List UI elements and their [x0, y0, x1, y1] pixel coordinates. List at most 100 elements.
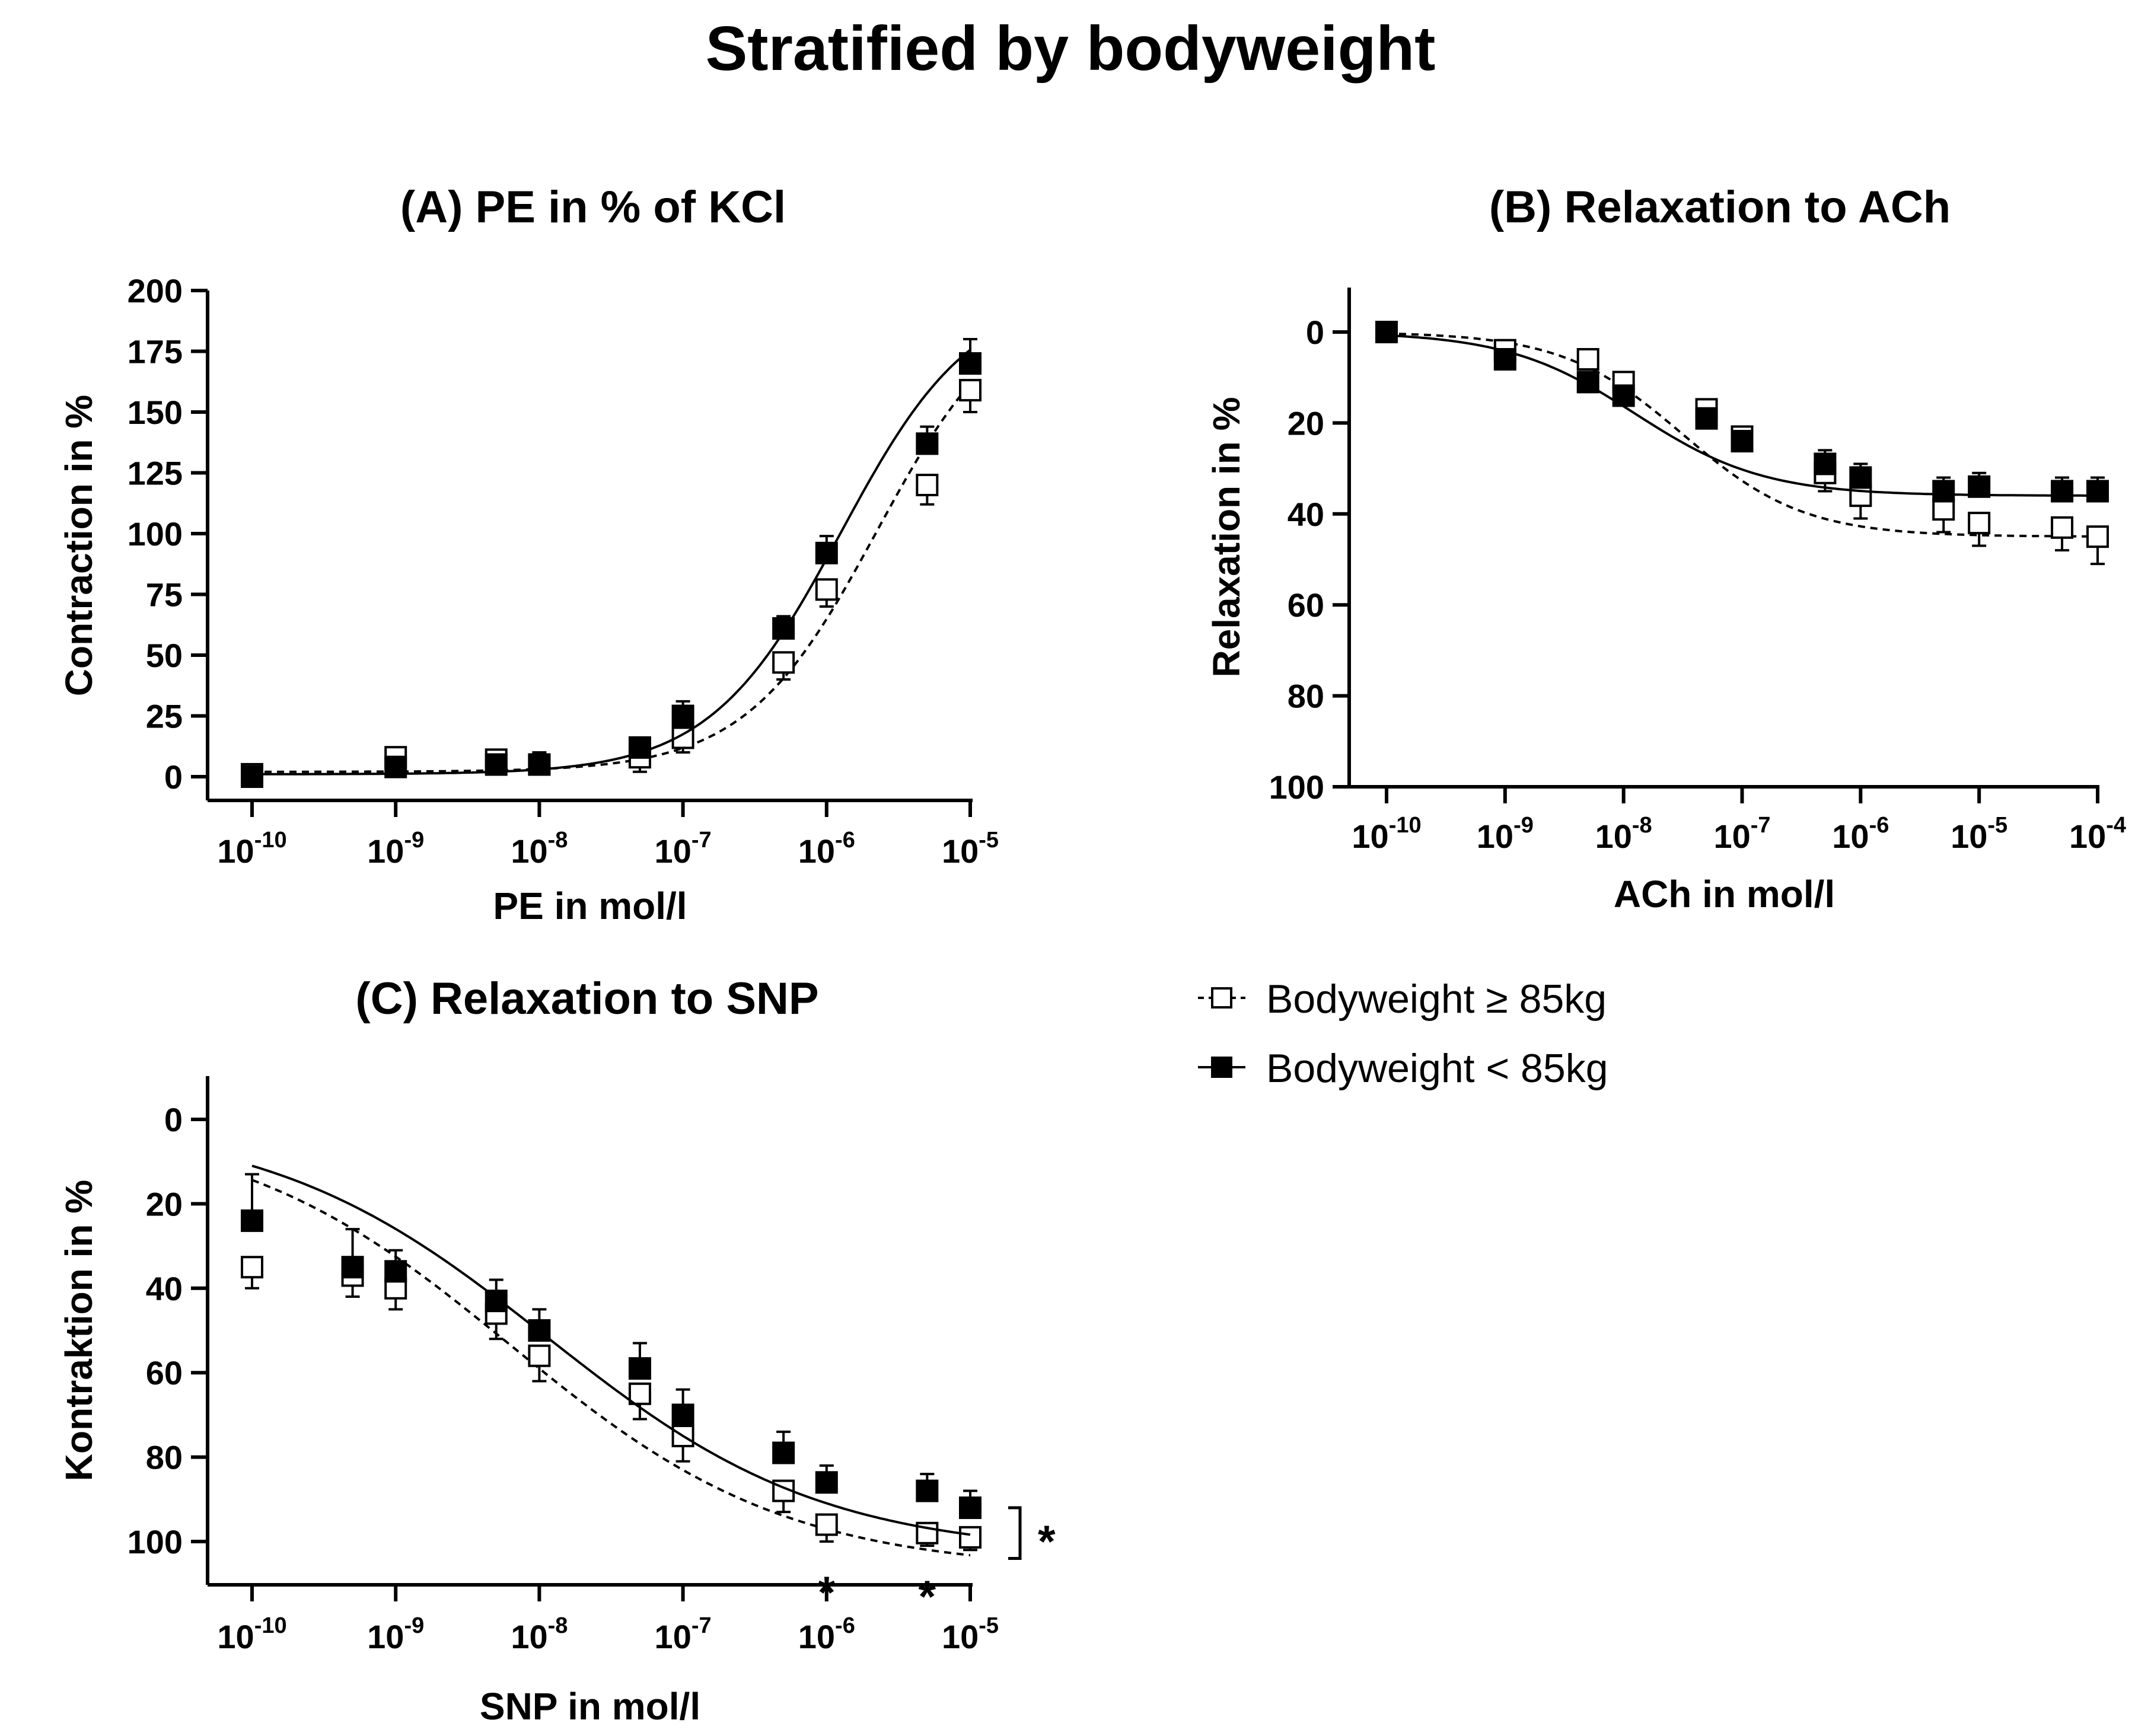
y-tick-label: 20	[146, 1185, 183, 1223]
legend-label-light: Bodyweight < 85kg	[1266, 1046, 1608, 1091]
data-point-open	[959, 1526, 982, 1549]
x-tick-label: 10-9	[367, 828, 424, 870]
data-point-filled	[916, 1479, 939, 1502]
data-point-filled	[241, 1209, 263, 1232]
legend-item-light: Bodyweight < 85kg	[1198, 1046, 1608, 1091]
x-axis-label: ACh in mol/l	[1614, 873, 1835, 915]
data-point-filled	[671, 704, 694, 727]
y-tick-label: 100	[128, 515, 183, 553]
y-tick-label: 20	[1288, 404, 1324, 442]
x-axis-label: PE in mol/l	[493, 885, 687, 927]
x-tick-label: 10-5	[1951, 813, 2007, 855]
data-point-open	[959, 379, 982, 402]
data-point-filled	[384, 755, 407, 778]
x-tick-label: 10-7	[655, 828, 712, 870]
panel-c-chart: (C) Relaxation to SNP SNP in mol/l Kontrak…	[58, 974, 1056, 1728]
data-point-filled	[1731, 430, 1754, 453]
legend: Bodyweight ≥ 85kg Bodyweight < 85kg	[1198, 976, 1608, 1091]
data-point-open	[1576, 348, 1599, 371]
x-tick-label: 10-5	[942, 1613, 999, 1655]
data-point-filled	[1576, 371, 1599, 394]
significance-star: *	[1038, 1517, 1056, 1567]
y-axis-label: Kontraktion in %	[58, 1180, 100, 1481]
y-tick-label: 150	[128, 394, 183, 431]
data-point-filled	[384, 1260, 407, 1283]
x-tick-label: 10-7	[1713, 813, 1770, 855]
y-tick-label: 75	[146, 576, 183, 614]
significance-star: *	[919, 1572, 936, 1622]
x-tick-label: 10-10	[217, 828, 286, 870]
x-tick-label: 10-6	[1832, 813, 1889, 855]
y-tick-label: 60	[146, 1354, 183, 1392]
x-tick-label: 10-8	[1595, 813, 1652, 855]
legend-filled-square-icon	[1211, 1057, 1232, 1078]
y-tick-label: 0	[164, 758, 183, 796]
data-point-filled	[528, 1319, 551, 1342]
data-point-filled	[959, 1496, 982, 1520]
x-tick-label: 10-6	[798, 828, 855, 870]
y-tick-label: 50	[146, 637, 183, 674]
data-point-open	[2086, 525, 2109, 548]
y-tick-label: 80	[1288, 678, 1324, 715]
x-tick-label: 10-10	[1352, 813, 1421, 855]
fit-curve-dashed	[252, 383, 971, 773]
fit-curve-solid	[251, 1164, 971, 1536]
figure-title: Stratified by bodyweight	[706, 14, 1436, 84]
data-point-open	[772, 651, 795, 674]
data-point-filled	[916, 432, 939, 455]
panel-c-title: (C) Relaxation to SNP	[355, 974, 818, 1024]
data-point-filled	[1493, 348, 1516, 371]
x-tick-label: 10-9	[1477, 813, 1534, 855]
fit-curve-solid	[1386, 334, 2098, 497]
data-point-filled	[241, 765, 263, 788]
data-point-open	[628, 1382, 651, 1405]
data-point-open	[528, 1344, 551, 1367]
data-point-open	[1968, 512, 1991, 535]
x-tick-label: 10-8	[511, 1613, 568, 1655]
x-tick-label: 10-7	[655, 1613, 712, 1655]
legend-open-square-icon	[1211, 987, 1232, 1009]
data-point-filled	[1612, 384, 1635, 407]
x-axis-label: SNP in mol/l	[480, 1685, 700, 1728]
y-tick-label: 100	[1269, 768, 1324, 806]
x-tick-label: 10-6	[798, 1613, 855, 1655]
y-tick-label: 60	[1288, 586, 1324, 624]
x-tick-label: 10-8	[511, 828, 568, 870]
data-point-filled	[2086, 480, 2109, 503]
y-tick-label: 0	[1306, 314, 1324, 351]
panel-b-title: (B) Relaxation to ACh	[1489, 182, 1951, 232]
y-tick-label: 0	[164, 1101, 183, 1138]
x-tick-label: 10-9	[367, 1613, 424, 1655]
y-tick-label: 100	[128, 1523, 183, 1561]
legend-item-heavy: Bodyweight ≥ 85kg	[1198, 976, 1607, 1022]
data-point-filled	[1849, 466, 1872, 489]
data-point-open	[916, 474, 939, 496]
y-tick-label: 25	[146, 698, 183, 735]
panel-a-title: (A) PE in % of KCl	[400, 182, 786, 232]
data-point-filled	[2051, 480, 2074, 503]
y-tick-label: 125	[128, 455, 183, 492]
fit-curve-solid	[252, 349, 971, 776]
x-tick-label: 10-10	[217, 1613, 286, 1655]
data-point-filled	[628, 736, 651, 759]
data-point-filled	[485, 1290, 508, 1313]
significance-bracket	[1008, 1506, 1022, 1560]
significance-star: *	[818, 1568, 836, 1618]
data-point-filled	[485, 753, 508, 776]
y-tick-label: 40	[146, 1270, 183, 1307]
data-point-filled	[772, 1441, 795, 1464]
data-point-open	[815, 1513, 838, 1536]
panel-a-chart: (A) PE in % of KCl PE in mol/l Contraction…	[58, 182, 999, 927]
data-point-open	[815, 578, 838, 601]
y-tick-label: 80	[146, 1439, 183, 1476]
y-axis-label: Contraction in %	[58, 395, 100, 696]
data-point-filled	[815, 541, 838, 564]
x-tick-label: 10-4	[2069, 813, 2126, 855]
panel-b-chart: (B) Relaxation to ACh ACh in mol/l Relaxat…	[1205, 182, 2126, 915]
data-point-filled	[772, 617, 795, 640]
data-point-filled	[671, 1403, 694, 1427]
data-point-filled	[1814, 452, 1837, 476]
data-point-filled	[528, 753, 551, 776]
y-axis-label: Relaxation in %	[1205, 397, 1248, 678]
